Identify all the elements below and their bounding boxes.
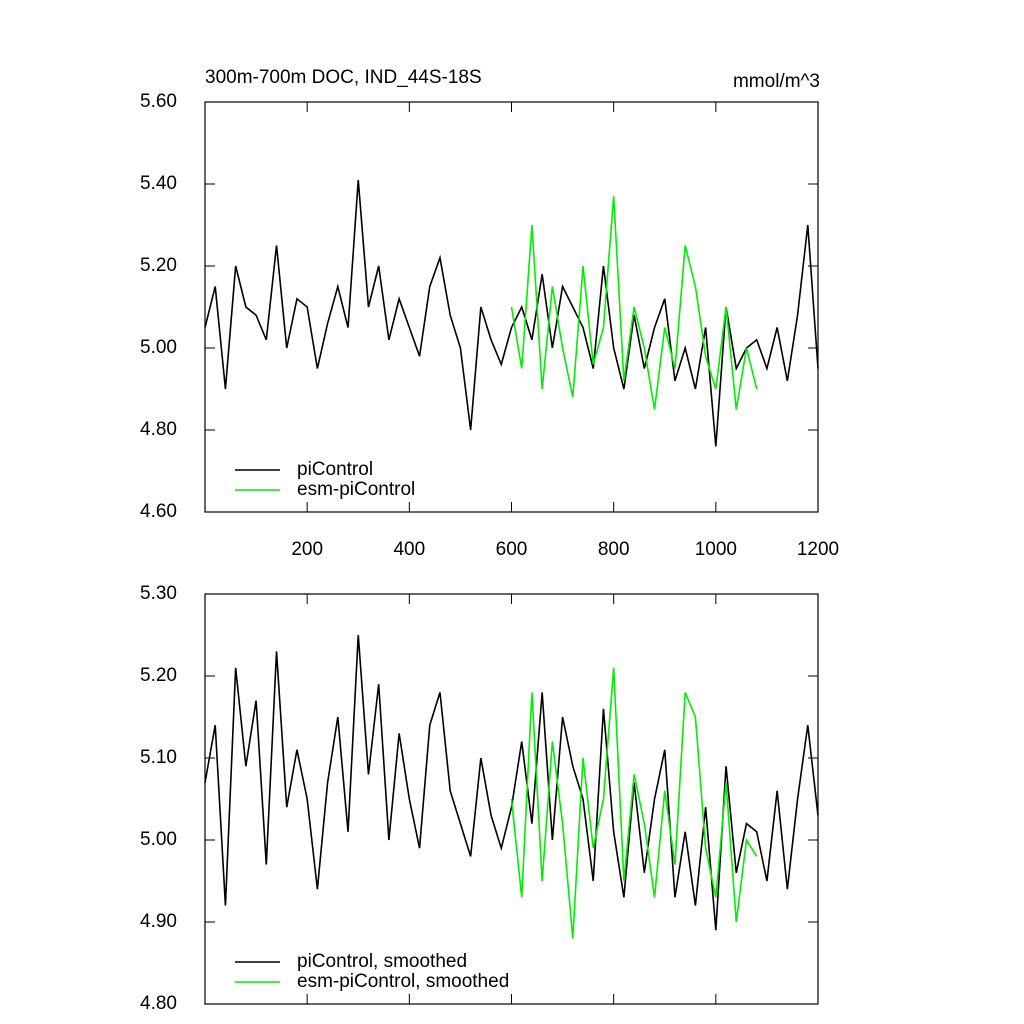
series-line bbox=[204, 634, 819, 931]
units-label: mmol/m^3 bbox=[733, 71, 820, 92]
y-tick-label: 4.80 bbox=[140, 419, 177, 440]
y-tick-label: 5.20 bbox=[140, 255, 177, 276]
legend-label: piControl bbox=[297, 459, 373, 480]
series-line bbox=[510, 667, 758, 939]
y-tick-label: 5.00 bbox=[140, 829, 177, 850]
y-tick-label: 5.60 bbox=[140, 91, 177, 112]
y-tick-label: 4.80 bbox=[140, 993, 177, 1014]
x-tick-label: 1000 bbox=[695, 539, 737, 560]
y-tick-label: 5.40 bbox=[140, 173, 177, 194]
y-tick-label: 5.30 bbox=[140, 583, 177, 604]
x-tick-label: 1200 bbox=[797, 539, 839, 560]
x-tick-label: 200 bbox=[291, 539, 323, 560]
legend-label: esm-piControl bbox=[297, 479, 415, 500]
x-tick-label: 800 bbox=[598, 539, 630, 560]
y-tick-label: 5.20 bbox=[140, 665, 177, 686]
series-line bbox=[510, 196, 758, 410]
legend-label: esm-piControl, smoothed bbox=[297, 971, 509, 992]
chart-title: 300m-700m DOC, IND_44S-18S bbox=[205, 67, 482, 88]
y-tick-label: 5.10 bbox=[140, 747, 177, 768]
y-tick-label: 4.90 bbox=[140, 911, 177, 932]
x-tick-label: 400 bbox=[393, 539, 425, 560]
y-tick-label: 5.00 bbox=[140, 337, 177, 358]
series-line bbox=[204, 179, 819, 447]
legend-label: piControl, smoothed bbox=[297, 951, 467, 972]
x-tick-label: 600 bbox=[496, 539, 528, 560]
y-tick-label: 4.60 bbox=[140, 501, 177, 522]
